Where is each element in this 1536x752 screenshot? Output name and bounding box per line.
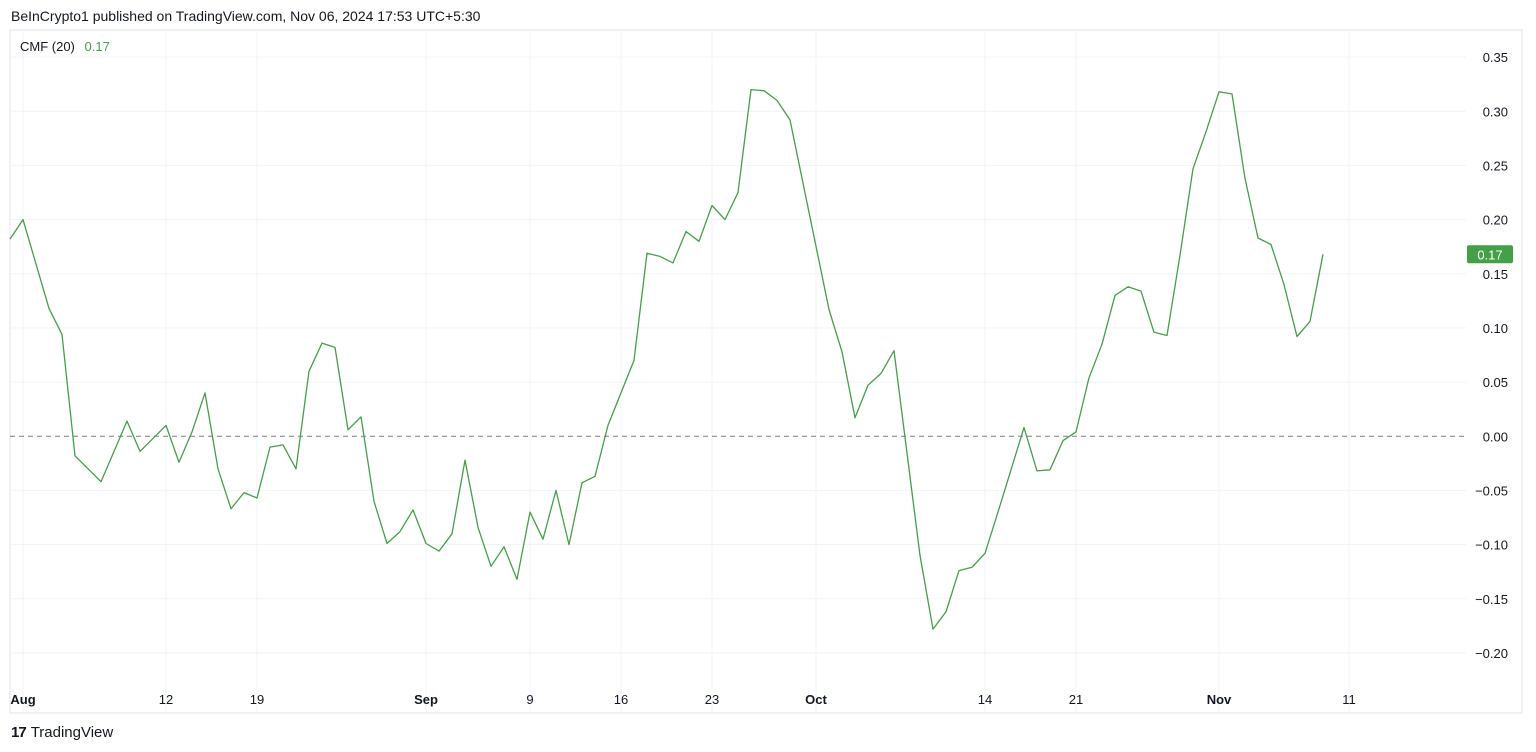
tradingview-logo-icon: 17 xyxy=(11,724,27,741)
x-tick-label: 9 xyxy=(526,692,533,707)
y-tick-label: 0.35 xyxy=(1483,50,1508,65)
x-tick-label: 14 xyxy=(978,692,992,707)
pane-border xyxy=(9,29,1523,714)
publish-info: BeInCrypto1 published on TradingView.com… xyxy=(11,8,481,24)
tradingview-brand[interactable]: 17 TradingView xyxy=(11,724,113,741)
x-tick-label: 16 xyxy=(614,692,628,707)
x-tick-label: 23 xyxy=(705,692,719,707)
y-tick-label: −0.15 xyxy=(1475,592,1508,607)
cmf-line xyxy=(9,88,1324,630)
y-tick-label: −0.10 xyxy=(1475,538,1508,553)
last-value-label: 0.17 xyxy=(1477,247,1502,262)
y-tick-label: 0.15 xyxy=(1483,267,1508,282)
x-tick-label: 11 xyxy=(1342,692,1356,707)
indicator-legend[interactable]: CMF (20) 0.17 xyxy=(20,39,110,54)
x-tick-label: Aug xyxy=(10,692,35,707)
y-tick-label: 0.30 xyxy=(1483,104,1508,119)
x-tick-label: Sep xyxy=(414,692,438,707)
x-tick-label: 12 xyxy=(159,692,173,707)
x-tick-label: Nov xyxy=(1207,692,1232,707)
y-tick-label: −0.20 xyxy=(1475,646,1508,661)
x-tick-label: 21 xyxy=(1069,692,1083,707)
indicator-name: CMF (20) xyxy=(20,39,75,54)
y-tick-label: 0.00 xyxy=(1483,429,1508,444)
indicator-value: 0.17 xyxy=(84,39,110,54)
y-tick-label: −0.05 xyxy=(1475,483,1508,498)
last-value-badge xyxy=(1467,245,1513,264)
brand-name: TradingView xyxy=(30,724,114,741)
y-tick-label: 0.10 xyxy=(1483,321,1508,336)
x-tick-label: Oct xyxy=(805,692,827,707)
y-tick-label: 0.20 xyxy=(1483,213,1508,228)
y-tick-label: 0.25 xyxy=(1483,158,1508,173)
y-tick-label: 0.05 xyxy=(1483,375,1508,390)
x-tick-label: 19 xyxy=(250,692,264,707)
